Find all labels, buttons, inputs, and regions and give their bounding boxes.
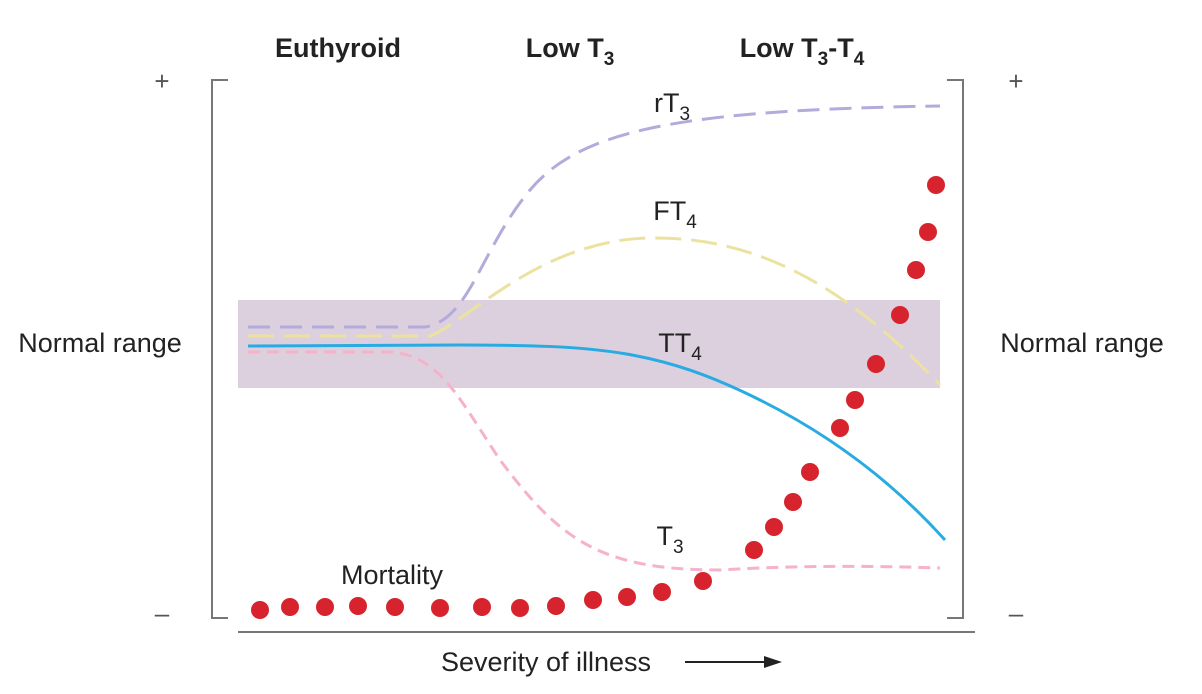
curve-label: rT3 — [654, 88, 690, 125]
subscript: 4 — [854, 49, 865, 70]
phase-label: Low T3-T4 — [740, 33, 865, 70]
ft4-curve — [248, 236, 942, 387]
curve-label: TT4 — [658, 328, 702, 365]
label-part: Low T — [526, 33, 604, 63]
phase-label: Euthyroid — [275, 33, 401, 63]
label-part: Euthyroid — [275, 33, 401, 63]
normal-band — [238, 300, 940, 388]
right-bracket — [947, 79, 964, 619]
subscript: 3 — [818, 49, 829, 70]
minus-left: – — [155, 598, 170, 628]
subscript: 3 — [673, 537, 684, 558]
curve-label: T3 — [656, 521, 683, 558]
label-part: -T — [828, 33, 854, 63]
tt4-curve — [247, 343, 947, 542]
plus-right: + — [1008, 66, 1023, 96]
label-part: TT — [658, 328, 691, 358]
arrow-head — [764, 656, 782, 668]
normal-range-left: Normal range — [18, 328, 182, 358]
phase-label: Low T3 — [526, 33, 615, 70]
curve-label: FT4 — [653, 196, 697, 233]
subscript: 4 — [686, 212, 697, 233]
label-part: FT — [653, 196, 686, 226]
x-axis-label: Severity of illness — [441, 647, 651, 677]
label-part: rT — [654, 88, 679, 118]
normal-range-right: Normal range — [1000, 328, 1164, 358]
mortality-label: Mortality — [341, 560, 444, 590]
t3-curve — [248, 350, 941, 572]
subscript: 4 — [691, 344, 702, 365]
subscript: 3 — [679, 104, 690, 125]
plus-left: + — [154, 66, 169, 96]
label-part: Low T — [740, 33, 818, 63]
left-bracket — [211, 79, 228, 619]
mortality-dots — [251, 176, 945, 619]
subscript: 3 — [604, 49, 615, 70]
minus-right: – — [1009, 598, 1024, 628]
label-part: T — [656, 521, 673, 551]
